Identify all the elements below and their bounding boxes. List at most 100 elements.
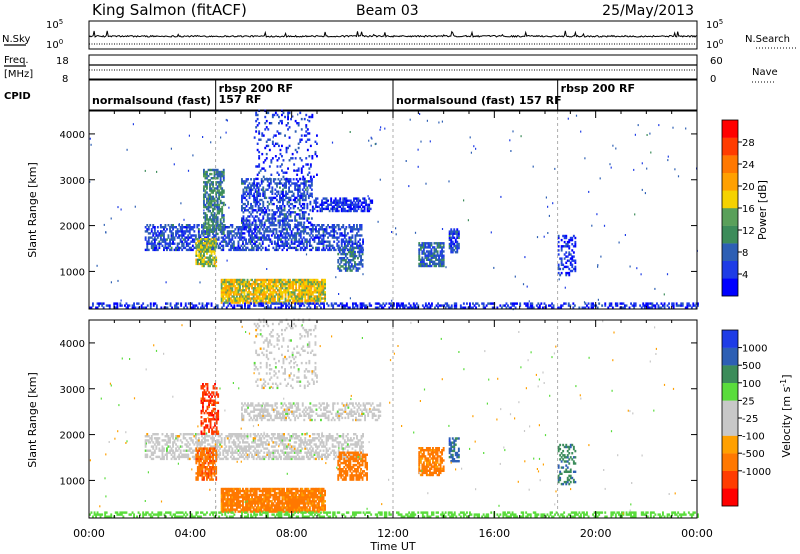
heatmap-cell (301, 188, 304, 191)
heatmap-cell (358, 252, 361, 256)
heatmap-cell (264, 435, 267, 438)
heatmap-cell (213, 205, 216, 209)
heatmap-cell (246, 433, 249, 436)
heatmap-cell (255, 282, 258, 286)
heatmap-cell (266, 451, 269, 454)
heatmap-cell (149, 449, 152, 452)
heatmap-cell (212, 216, 214, 219)
heatmap-cell (251, 293, 253, 296)
heatmap-cell (277, 234, 279, 237)
heatmap-cell (543, 235, 545, 238)
heatmap-cell (273, 284, 276, 288)
heatmap-cell (206, 304, 208, 307)
heatmap-cell (288, 190, 290, 193)
heatmap-cell (274, 182, 277, 185)
heatmap-cell (242, 299, 244, 302)
heatmap-cell (207, 203, 210, 207)
heatmap-cell (295, 295, 298, 298)
heatmap-cell (276, 182, 278, 185)
heatmap-cell (246, 284, 249, 288)
heatmap-cell (560, 306, 563, 309)
heatmap-cell (153, 240, 156, 243)
heatmap-cell (277, 284, 279, 288)
heatmap-cell (150, 453, 153, 456)
heatmap-cell (242, 188, 245, 191)
heatmap-cell (262, 186, 265, 189)
heatmap-cell (482, 304, 485, 307)
heatmap-cell (692, 304, 695, 307)
heatmap-cell (204, 260, 207, 263)
heatmap-cell (254, 291, 257, 294)
heatmap-cell (179, 449, 182, 452)
heatmap-cell (245, 242, 247, 245)
heatmap-cell (264, 278, 267, 282)
heatmap-cell (340, 257, 343, 260)
heatmap-cell (286, 455, 288, 459)
heatmap-cell (354, 261, 356, 264)
heatmap-cell (248, 453, 250, 456)
heatmap-cell (261, 443, 264, 446)
heatmap-cell (285, 213, 287, 216)
heatmap-cell (166, 306, 169, 309)
heatmap-cell (263, 455, 266, 459)
heatmap-cell (144, 441, 147, 444)
heatmap-cell (245, 198, 248, 202)
heatmap-cell (209, 203, 211, 207)
heatmap-cell (196, 226, 199, 229)
heatmap-cell (287, 115, 289, 119)
heatmap-cell (441, 254, 443, 257)
heatmap-cell (370, 144, 372, 147)
heatmap-cell (270, 122, 273, 125)
heatmap-cell (254, 221, 257, 224)
heatmap-cell (181, 234, 184, 237)
heatmap-cell (305, 244, 308, 247)
heatmap-cell (285, 219, 287, 222)
heatmap-cell (448, 242, 451, 246)
heatmap-cell (287, 232, 290, 235)
heatmap-cell (641, 188, 643, 191)
heatmap-cell (203, 250, 205, 253)
heatmap-cell (267, 144, 270, 148)
heatmap-cell (290, 297, 293, 300)
heatmap-cell (566, 240, 569, 244)
heatmap-cell (557, 234, 560, 238)
heatmap-cell (422, 246, 425, 249)
heatmap-cell (232, 246, 235, 250)
heatmap-cell (267, 230, 270, 233)
heatmap-cell (313, 299, 316, 302)
heatmap-cell (190, 451, 193, 454)
heatmap-cell (322, 242, 325, 245)
heatmap-cell (289, 198, 292, 202)
heatmap-cell (114, 306, 117, 309)
heatmap-cell (169, 230, 171, 233)
heatmap-cell (261, 228, 264, 231)
heatmap-cell (284, 278, 287, 282)
heatmap-cell (254, 297, 257, 300)
heatmap-cell (261, 291, 264, 294)
heatmap-cell (212, 181, 214, 184)
heatmap-cell (203, 264, 205, 268)
heatmap-cell (574, 265, 577, 269)
heatmap-cell (219, 179, 222, 182)
heatmap-cell (240, 244, 243, 247)
heatmap-cell (221, 306, 224, 309)
heatmap-cell (245, 297, 247, 300)
heatmap-cell (170, 447, 173, 450)
heatmap-cell (167, 445, 170, 448)
heatmap-cell (204, 214, 207, 217)
heatmap-cell (475, 306, 477, 309)
heatmap-cell (640, 306, 643, 309)
heatmap-cell (440, 304, 442, 307)
heatmap-cell (297, 190, 300, 193)
heatmap-cell (339, 232, 342, 235)
heatmap-cell (375, 142, 377, 145)
heatmap-cell (266, 215, 269, 218)
heatmap-cell (113, 302, 116, 305)
heatmap-cell (284, 443, 287, 446)
heatmap-cell (275, 282, 278, 286)
heatmap-cell (291, 194, 294, 197)
heatmap-cell (269, 291, 272, 294)
heatmap-cell (184, 230, 187, 233)
heatmap-cell (266, 297, 269, 300)
heatmap-cell (278, 435, 281, 438)
